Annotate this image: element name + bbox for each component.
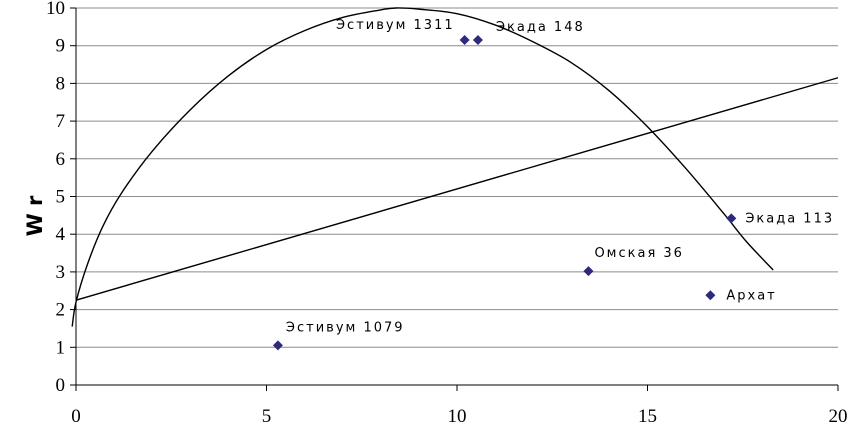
data-point-label: Эстивум 1079 <box>286 320 405 335</box>
fitted-curve <box>71 7 774 327</box>
y-tick-labels: 0 1 2 3 4 5 6 7 8 9 10 <box>46 0 66 396</box>
data-point-marker <box>472 35 483 46</box>
y-tick-label: 10 <box>46 0 65 19</box>
data-point-marker <box>705 290 716 301</box>
data-point-label: Архат <box>726 288 776 303</box>
y-tick-label: 0 <box>56 375 66 396</box>
data-point-marker <box>583 266 594 277</box>
data-point-marker <box>459 35 470 46</box>
series-layer <box>71 7 839 327</box>
x-tick-label: 5 <box>262 406 272 427</box>
x-tick-label: 10 <box>448 406 467 427</box>
data-point-label: Омская 36 <box>594 246 684 261</box>
y-tick-label: 1 <box>56 337 66 358</box>
data-point-label: Эстивум 1311 <box>336 18 455 33</box>
x-tick-labels: 0 5 10 15 20 <box>71 406 847 427</box>
x-tick-label: 15 <box>638 406 657 427</box>
y-axis-label: W r <box>23 195 47 236</box>
y-tick-label: 5 <box>56 187 66 208</box>
data-points: Эстивум 1311 Экада 148 Экада 113 Омская 36 А… <box>272 18 834 351</box>
axes <box>70 7 839 391</box>
x-tick-label: 20 <box>829 406 848 427</box>
trend-line <box>75 77 839 301</box>
x-tick-label: 0 <box>71 406 81 427</box>
y-tick-label: 2 <box>56 300 66 321</box>
y-tick-label: 9 <box>56 36 66 57</box>
data-point-marker <box>272 340 283 351</box>
data-point-label: Экада 113 <box>745 211 834 226</box>
y-tick-label: 8 <box>56 73 66 94</box>
y-tick-label: 3 <box>56 262 66 283</box>
data-point-marker <box>726 213 737 224</box>
data-point-label: Экада 148 <box>496 20 585 35</box>
y-tick-label: 7 <box>56 111 66 132</box>
y-tick-label: 4 <box>56 224 66 245</box>
grid-lines <box>76 7 838 348</box>
y-tick-label: 6 <box>56 149 66 170</box>
